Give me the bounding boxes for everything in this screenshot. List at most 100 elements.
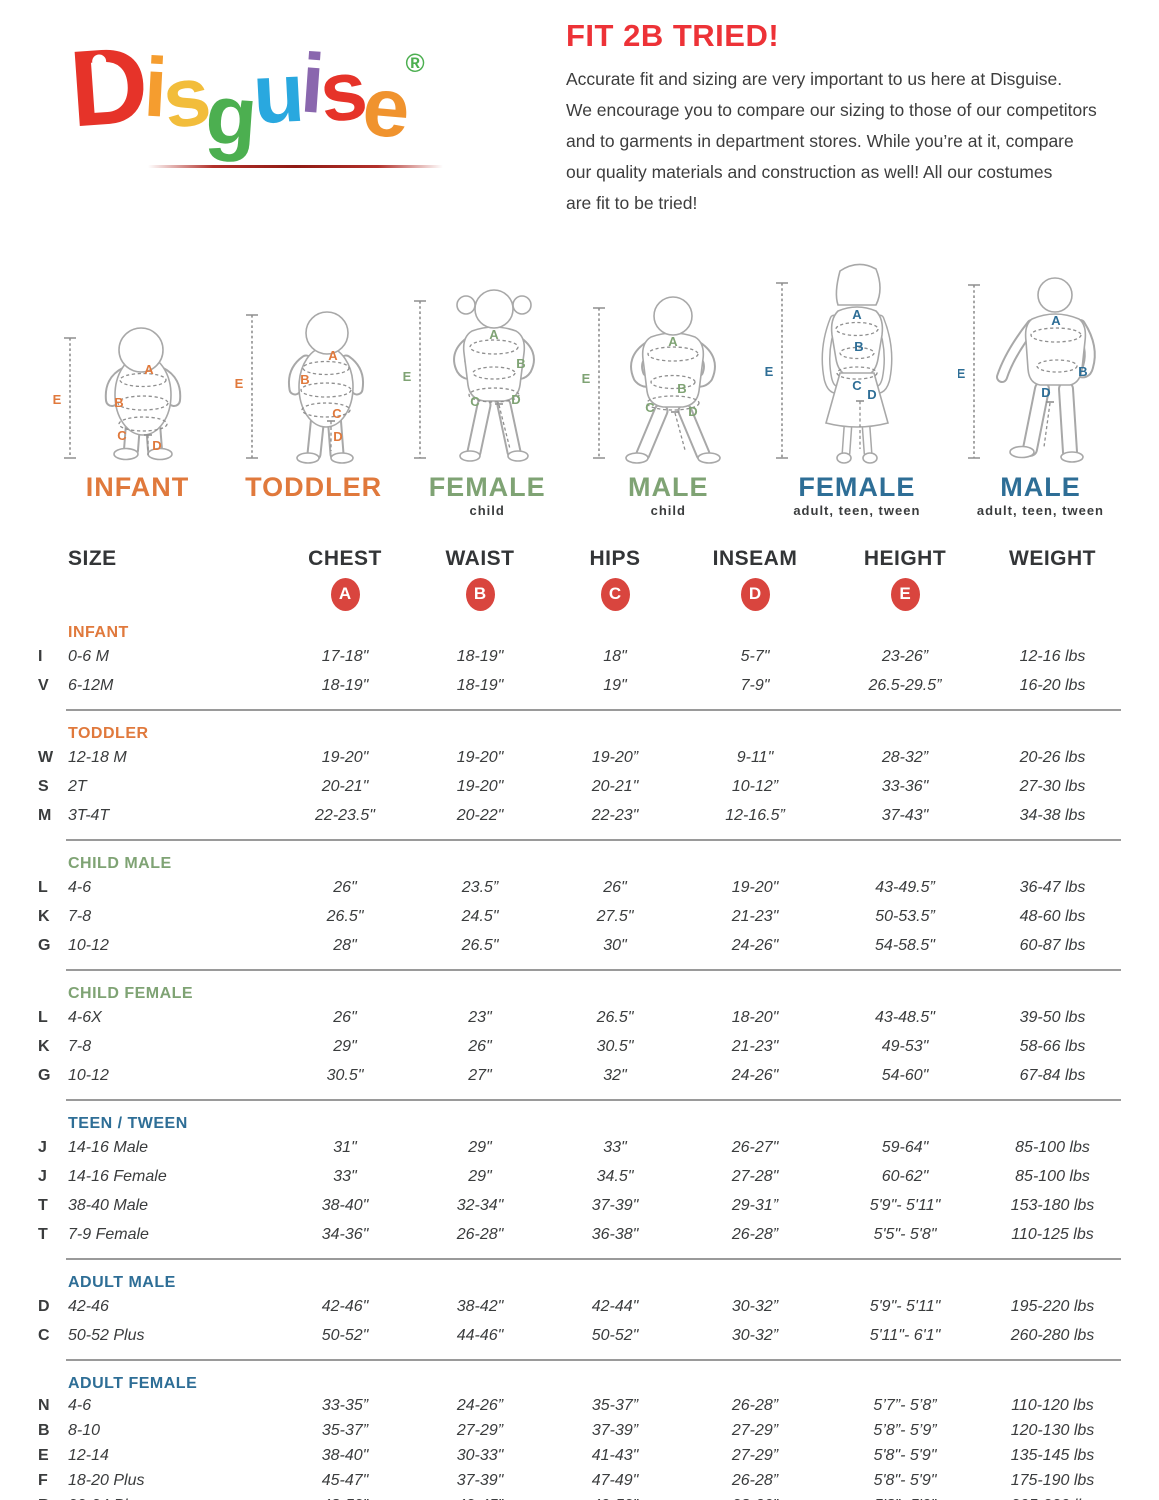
- cell-weight: 260-280 lbs: [1010, 1326, 1095, 1344]
- badge-row: A B C D E: [38, 573, 1128, 615]
- cell-height: 5’7”- 5’8”: [873, 1396, 937, 1414]
- cell-chest: 38-40": [321, 1196, 369, 1214]
- figure-label: FEMALE: [798, 472, 916, 502]
- section-divider: [66, 969, 1121, 971]
- cell-hips: 41-43": [591, 1446, 639, 1464]
- cell-waist: 24-26”: [456, 1396, 504, 1414]
- cell-waist: 20-22": [456, 806, 504, 824]
- cell-chest: 33-35”: [321, 1396, 369, 1414]
- cell-height: 28-32”: [881, 748, 929, 766]
- cell-height: 49-53": [881, 1037, 929, 1055]
- row-code: K: [38, 1037, 50, 1055]
- col-height: HEIGHT: [863, 546, 947, 570]
- cell-hips: 26.5": [596, 1008, 634, 1026]
- cell-hips: 50-52": [591, 1326, 639, 1344]
- cell-waist: 29": [468, 1167, 492, 1185]
- figure-label: MALE: [628, 472, 709, 502]
- section-heading: CHILD FEMALE: [68, 985, 194, 1002]
- cell-weight: 39-50 lbs: [1019, 1008, 1086, 1026]
- row-size: 4-6X: [68, 1008, 102, 1026]
- cell-inseam: 10-12”: [731, 777, 779, 795]
- cell-chest: 38-40": [321, 1446, 369, 1464]
- badge-height-e: E: [890, 577, 920, 611]
- row-code: R: [38, 1497, 68, 1500]
- row-code: T: [38, 1196, 48, 1214]
- cell-height: 54-60": [881, 1066, 929, 1084]
- cell-chest: 20-21": [321, 777, 369, 795]
- table-row: K 7-8 26.5" 24.5" 27.5" 21-23" 50-53.5” 48-60 l…: [38, 902, 1128, 931]
- badge-cell: A: [280, 577, 410, 611]
- row-code: D: [38, 1297, 50, 1315]
- row-size: 10-12: [68, 1066, 109, 1084]
- marker-d: D: [688, 404, 697, 419]
- cell-height: 54-58.5": [875, 936, 935, 954]
- marker-e: E: [403, 369, 412, 384]
- cell-chest: 18-19": [321, 676, 369, 694]
- figure-female-adult: A B C D E FEMALE adult, teen, tween: [764, 253, 949, 518]
- toddler-illustration: A B C D E: [234, 311, 364, 464]
- row-size: 18-20 Plus: [68, 1471, 145, 1489]
- cell-chest: 45-47": [321, 1471, 369, 1489]
- row-code: I: [38, 647, 43, 665]
- row-size: 4-6: [68, 878, 92, 896]
- cell-weight: 60-87 lbs: [1019, 936, 1086, 954]
- figure-male-child: A B C D E MALE child: [581, 253, 756, 518]
- cell-waist: 29": [468, 1138, 492, 1156]
- row-code: M: [38, 806, 52, 824]
- cell-weight: 34-38 lbs: [1019, 806, 1086, 824]
- cell-waist: 44-46": [456, 1326, 504, 1344]
- figure-toddler: A B C D E TODDLER: [234, 253, 394, 518]
- col-waist: WAIST: [445, 546, 515, 570]
- cell-height: 5'11"- 6'1": [869, 1326, 941, 1344]
- cell-height: 33-36": [881, 777, 929, 795]
- logo-letter: e: [358, 58, 410, 156]
- cell-inseam: 30-32”: [731, 1297, 779, 1315]
- cell-weight: 12-16 lbs: [1019, 647, 1086, 665]
- cell-waist: 26.5": [461, 936, 499, 954]
- cell-hips: 26": [603, 878, 627, 896]
- row-size: 12-18 M: [68, 748, 127, 766]
- row-code: W: [38, 748, 54, 766]
- logo-letter: s: [315, 42, 368, 140]
- cell-waist: 30-33": [456, 1446, 504, 1464]
- col-chest: CHEST: [308, 546, 382, 570]
- figure-label: TODDLER: [245, 472, 383, 502]
- cell-inseam: 26-28”: [731, 1225, 779, 1243]
- row-code: S: [38, 777, 49, 795]
- cell-inseam: 30-32”: [731, 1326, 779, 1344]
- figure-sublabel: [234, 503, 394, 518]
- intro-line: are fit to be tried!: [566, 193, 698, 213]
- cell-weight: 110-125 lbs: [1011, 1225, 1094, 1243]
- figure-sublabel: adult, teen, tween: [976, 503, 1104, 518]
- table-row: L 4-6 26" 23.5” 26" 19-20" 43-49.5” 36-47 lbs: [38, 873, 1128, 902]
- cell-height: 43-49.5”: [875, 878, 935, 896]
- cell-weight: 205-220 lbs: [980, 1497, 1125, 1500]
- logo-letter: u: [250, 44, 304, 142]
- row-size: 50-52 Plus: [68, 1326, 145, 1344]
- row-size: 7-8: [68, 907, 92, 925]
- marker-a: A: [853, 307, 863, 322]
- cell-hips: 27.5": [596, 907, 634, 925]
- cell-chest: 31": [333, 1138, 357, 1156]
- male-child-illustration: A B C D E: [581, 296, 721, 464]
- cell-chest: 22-23.5": [315, 806, 375, 824]
- cell-hips: 42-44": [591, 1297, 639, 1315]
- cell-weight: 20-26 lbs: [1019, 748, 1086, 766]
- row-size: 7-8: [68, 1037, 92, 1055]
- cell-height: 43-48.5": [875, 1008, 935, 1026]
- col-inseam: INSEAM: [712, 546, 798, 570]
- table-row: R22-24 Plus48-52”42-45”49-52”28-30”5'8”-…: [38, 1493, 1128, 1500]
- table-section-adult-male: ADULT MALE D 42-46 42-46" 38-42" 42-44" 30-32”…: [38, 1267, 1128, 1350]
- cell-chest: 34-36": [321, 1225, 369, 1243]
- marker-c: C: [853, 378, 863, 393]
- cell-inseam: 26-27": [731, 1138, 779, 1156]
- cell-height: 5'8"- 5'9": [873, 1446, 937, 1464]
- cell-waist: 37-39": [456, 1471, 504, 1489]
- cell-hips: 34.5": [596, 1167, 634, 1185]
- cell-hips: 37-39": [591, 1196, 639, 1214]
- table-row: G 10-12 30.5" 27" 32" 24-26" 54-60" 67-84 lbs: [38, 1061, 1128, 1090]
- cell-waist: 23.5”: [461, 878, 499, 896]
- badge-cell: D: [680, 577, 830, 611]
- cell-hips: 37-39”: [591, 1421, 639, 1439]
- cell-inseam: 24-26": [731, 936, 779, 954]
